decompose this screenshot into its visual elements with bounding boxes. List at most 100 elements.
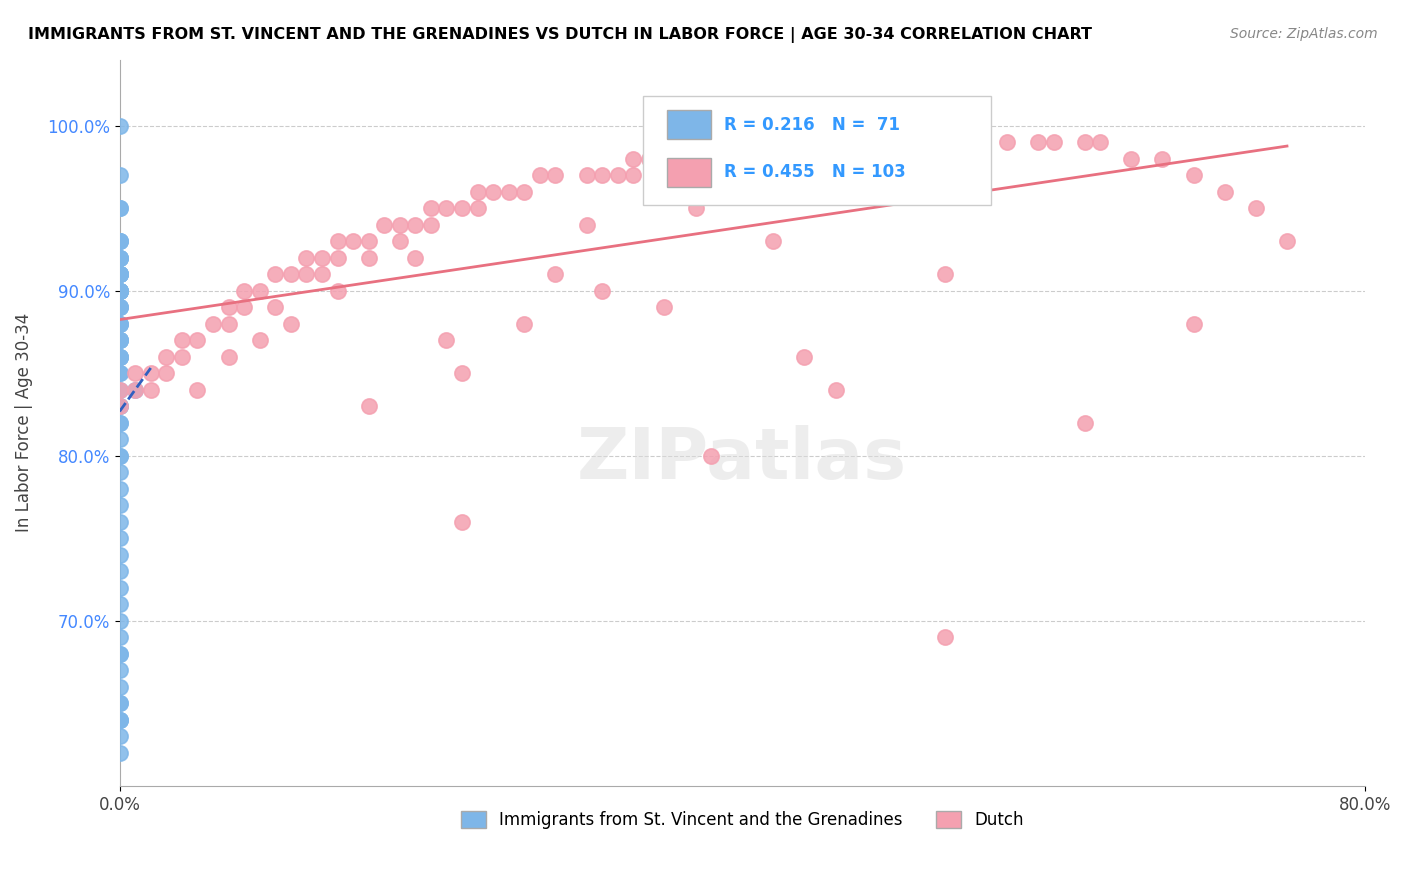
Point xyxy=(108,333,131,347)
Point xyxy=(793,135,815,149)
Point xyxy=(108,350,131,364)
Point xyxy=(108,168,131,182)
Point xyxy=(155,366,177,380)
Point xyxy=(108,251,131,265)
Point xyxy=(108,234,131,248)
Point xyxy=(233,300,256,314)
Point xyxy=(747,135,769,149)
Point xyxy=(108,267,131,281)
Point xyxy=(591,284,613,298)
Point xyxy=(575,168,598,182)
Point xyxy=(108,630,131,644)
Text: Source: ZipAtlas.com: Source: ZipAtlas.com xyxy=(1230,27,1378,41)
Point xyxy=(108,317,131,331)
Point xyxy=(591,168,613,182)
Point xyxy=(108,713,131,727)
Point xyxy=(108,366,131,380)
Point xyxy=(108,201,131,215)
Point xyxy=(108,713,131,727)
Point xyxy=(903,135,925,149)
Point xyxy=(108,350,131,364)
Point xyxy=(108,251,131,265)
Point xyxy=(108,333,131,347)
Point xyxy=(108,284,131,298)
Point xyxy=(1275,234,1298,248)
Point xyxy=(326,234,349,248)
Point xyxy=(357,251,380,265)
Point xyxy=(124,383,146,397)
Point xyxy=(139,383,162,397)
Point xyxy=(544,168,567,182)
Point xyxy=(108,284,131,298)
Point xyxy=(218,317,240,331)
Point xyxy=(669,168,692,182)
Point xyxy=(108,647,131,661)
Point xyxy=(404,251,426,265)
Point xyxy=(1073,135,1095,149)
Point xyxy=(621,152,644,166)
Point xyxy=(482,185,505,199)
Point xyxy=(436,333,458,347)
Point xyxy=(855,135,877,149)
Point xyxy=(108,383,131,397)
Point xyxy=(762,234,785,248)
Point xyxy=(419,201,441,215)
Point xyxy=(108,251,131,265)
Point xyxy=(388,218,411,232)
Point xyxy=(1182,317,1205,331)
Point xyxy=(124,366,146,380)
Point xyxy=(685,152,707,166)
Point xyxy=(170,333,193,347)
Point xyxy=(544,267,567,281)
Point xyxy=(949,119,972,133)
Point xyxy=(249,284,271,298)
Point xyxy=(108,564,131,578)
Y-axis label: In Labor Force | Age 30-34: In Labor Force | Age 30-34 xyxy=(15,313,32,533)
Point xyxy=(108,201,131,215)
Point xyxy=(108,333,131,347)
Point xyxy=(170,350,193,364)
Point xyxy=(513,317,536,331)
Point xyxy=(108,647,131,661)
Point xyxy=(108,581,131,595)
Point xyxy=(1152,152,1174,166)
Point xyxy=(108,300,131,314)
Point xyxy=(249,333,271,347)
Point xyxy=(218,350,240,364)
Point xyxy=(108,284,131,298)
Point xyxy=(467,201,489,215)
Point xyxy=(685,201,707,215)
Point xyxy=(934,630,956,644)
Point xyxy=(108,663,131,677)
Point xyxy=(108,234,131,248)
Point xyxy=(436,201,458,215)
Point xyxy=(1121,152,1143,166)
Point xyxy=(108,498,131,512)
Point xyxy=(108,383,131,397)
Point xyxy=(186,383,208,397)
Point xyxy=(716,135,738,149)
FancyBboxPatch shape xyxy=(668,111,711,139)
Point xyxy=(342,234,364,248)
Point xyxy=(108,449,131,463)
Point xyxy=(108,614,131,628)
Point xyxy=(654,152,676,166)
Point xyxy=(918,119,941,133)
Point xyxy=(357,399,380,413)
Point xyxy=(451,201,474,215)
Point xyxy=(108,696,131,710)
Point xyxy=(108,300,131,314)
Point xyxy=(824,135,846,149)
Point xyxy=(1182,168,1205,182)
Point xyxy=(108,432,131,446)
Point xyxy=(513,185,536,199)
FancyBboxPatch shape xyxy=(643,96,991,205)
Point xyxy=(1213,185,1236,199)
Point xyxy=(1090,135,1112,149)
Point xyxy=(155,350,177,364)
Point xyxy=(467,185,489,199)
Point xyxy=(357,234,380,248)
Point xyxy=(108,350,131,364)
Point xyxy=(793,350,815,364)
Point xyxy=(108,531,131,545)
